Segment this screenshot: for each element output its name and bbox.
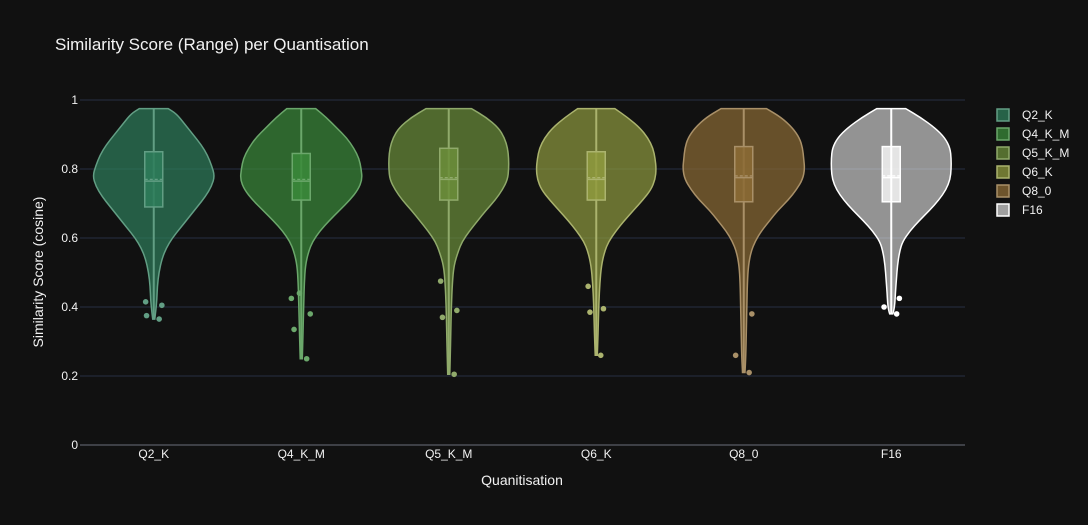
outlier-point [749,311,755,317]
legend-swatch [996,146,1010,160]
x-tick-label: Q8_0 [729,447,759,461]
iqr-box [291,152,311,201]
outlier-point [587,309,593,315]
legend-item[interactable]: Q4_K_M [996,127,1069,141]
gridlines [80,99,965,446]
legend-label: Q2_K [1022,108,1053,122]
x-tick-label: Q2_K [138,447,169,461]
y-tick-label: 0.6 [61,231,78,245]
legend-label: F16 [1022,203,1043,217]
iqr-box [734,145,754,203]
violins [92,107,952,378]
x-tick-label: F16 [881,447,902,461]
legend-swatch [996,165,1010,179]
outlier-point [585,283,591,290]
outlier-point [437,278,444,284]
x-tick-label: Q5_K_M [425,447,472,461]
outlier-point [143,312,150,319]
x-axis-title: Quanitisation [481,472,563,488]
outlier-point [454,307,460,314]
legend-swatch [996,203,1010,217]
outlier-point [296,290,303,297]
legend-swatch [996,108,1010,122]
outlier-point [288,295,295,302]
legend-label: Q4_K_M [1022,127,1069,141]
iqr-box [439,147,459,201]
chart-title: Similarity Score (Range) per Quantisatio… [55,35,369,54]
legend-item[interactable]: F16 [996,203,1043,217]
outlier-point [159,302,165,309]
legend-label: Q5_K_M [1022,146,1069,160]
legend-item[interactable]: Q6_K [996,165,1053,179]
violin-f16 [830,107,952,317]
violin-q6-k [535,107,657,359]
outlier-point [881,304,887,310]
y-tick-labels: 0 0.2 0.4 0.6 0.8 1 [61,93,78,452]
x-tick-label: Q4_K_M [278,447,325,461]
legend-swatch [996,184,1010,198]
y-tick-label: 1 [71,93,78,107]
outlier-point [291,326,297,333]
legend-label: Q8_0 [1022,184,1052,198]
outlier-point [600,305,607,312]
outlier-point [156,316,162,322]
outlier-point [746,369,752,376]
legend: Q2_K Q4_K_M Q5_K_M Q6_K Q8_0 F16 [996,108,1069,217]
outlier-point [303,355,310,362]
legend-item[interactable]: Q8_0 [996,184,1052,198]
outlier-point [307,311,314,317]
x-tick-labels: Q2_K Q4_K_M Q5_K_M Q6_K Q8_0 F16 [138,447,902,461]
x-tick-label: Q6_K [581,447,612,461]
violin-q2-k [92,107,215,322]
y-tick-label: 0.8 [61,162,78,176]
outlier-point [896,295,903,302]
y-tick-label: 0.4 [61,300,78,314]
legend-swatch [996,127,1010,141]
violin-q4-k-m [239,107,363,362]
iqr-box [881,145,901,203]
y-tick-label: 0.2 [61,369,78,383]
violin-q8-0 [682,107,806,376]
violin-q5-k-m [388,107,510,378]
y-tick-label: 0 [71,438,78,452]
outlier-point [439,314,446,321]
outlier-point [142,299,149,305]
legend-label: Q6_K [1022,165,1053,179]
legend-item[interactable]: Q2_K [996,108,1053,122]
legend-item[interactable]: Q5_K_M [996,146,1069,160]
outlier-point [893,311,900,317]
outlier-point [451,371,457,378]
iqr-box [586,151,606,201]
outlier-point [597,352,604,359]
outlier-point [732,352,739,359]
y-axis-title: Similarity Score (cosine) [30,197,46,348]
